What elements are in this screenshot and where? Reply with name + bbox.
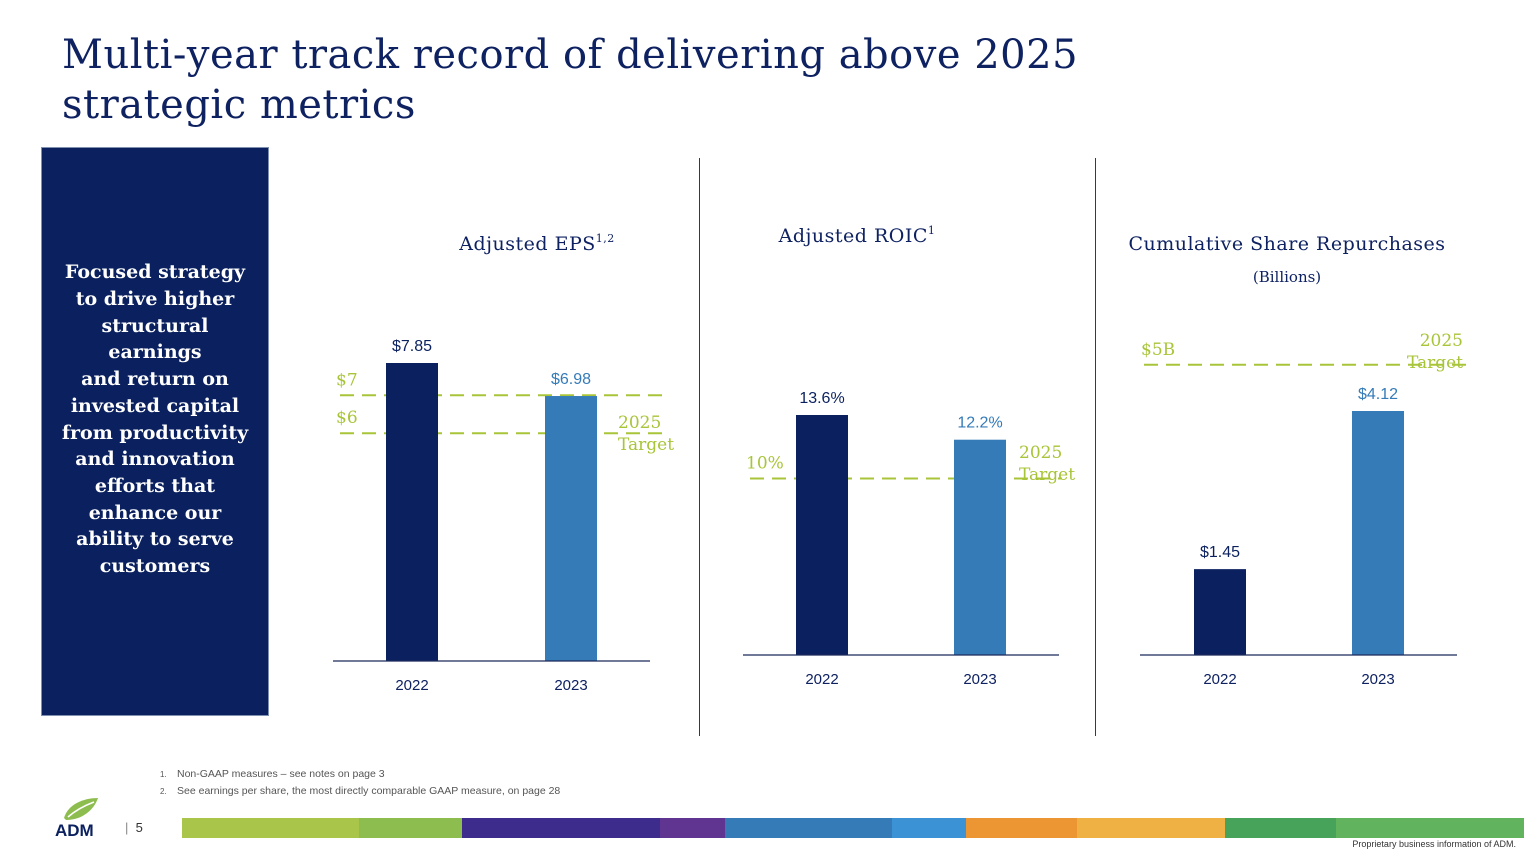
chart-divider bbox=[1095, 158, 1096, 736]
target-label: $6 bbox=[336, 408, 358, 428]
bar-value-label: 12.2% bbox=[957, 415, 1002, 432]
x-tick-label: 2023 bbox=[1361, 671, 1394, 688]
bar-value-label: $7.85 bbox=[392, 338, 432, 355]
target-note: 2025 bbox=[1019, 443, 1062, 463]
stripe-segment bbox=[182, 818, 360, 838]
page-number: | 5 bbox=[125, 820, 143, 835]
footnote-2: 2. See earnings per share, the most direc… bbox=[160, 783, 560, 800]
footnote-1: 1. Non-GAAP measures – see notes on page … bbox=[160, 766, 560, 783]
bar bbox=[386, 363, 438, 661]
target-note: 2025 bbox=[618, 413, 661, 433]
x-tick-label: 2022 bbox=[1203, 671, 1236, 688]
chart-title: Adjusted ROIC1 bbox=[778, 224, 936, 247]
target-note: Target bbox=[1019, 465, 1075, 485]
bar bbox=[796, 415, 848, 655]
x-tick-label: 2022 bbox=[395, 677, 428, 694]
footnote-number: 1. bbox=[160, 770, 167, 779]
bar-value-label: 13.6% bbox=[799, 390, 844, 407]
chart-subtitle: (Billions) bbox=[1253, 268, 1321, 286]
stripe-segment bbox=[359, 818, 462, 838]
target-label: 10% bbox=[746, 454, 784, 474]
target-note: Target bbox=[1407, 353, 1463, 373]
bar-value-label: $6.98 bbox=[551, 371, 591, 388]
page-number-value: 5 bbox=[135, 820, 143, 835]
page-title: Multi-year track record of delivering ab… bbox=[62, 32, 1079, 128]
strategy-text: Focused strategy to drive higher structu… bbox=[61, 261, 249, 578]
stripe-segment bbox=[1076, 818, 1226, 838]
footnote-text: See earnings per share, the most directl… bbox=[177, 785, 561, 797]
target-note: Target bbox=[618, 435, 674, 455]
bar-value-label: $4.12 bbox=[1358, 386, 1398, 403]
bar bbox=[545, 396, 597, 661]
footnote-text: Non-GAAP measures – see notes on page 3 bbox=[177, 768, 385, 780]
bar bbox=[1352, 411, 1404, 655]
footnotes: 1. Non-GAAP measures – see notes on page … bbox=[160, 766, 560, 800]
chart-divider bbox=[699, 158, 700, 736]
stripe-segment bbox=[659, 818, 725, 838]
brand-color-stripe bbox=[182, 818, 1524, 838]
strategy-panel: Focused strategy to drive higher structu… bbox=[41, 147, 269, 716]
target-label: $7 bbox=[336, 370, 358, 390]
bar bbox=[954, 439, 1006, 655]
adm-logo: ADM bbox=[55, 798, 98, 838]
stripe-segment bbox=[1225, 818, 1336, 838]
bar-value-label: $1.45 bbox=[1200, 544, 1240, 561]
x-tick-label: 2023 bbox=[554, 677, 587, 694]
stripe-segment bbox=[1335, 818, 1524, 838]
chart-title: Cumulative Share Repurchases bbox=[1128, 233, 1445, 255]
target-label: $5B bbox=[1141, 340, 1175, 360]
x-tick-label: 2022 bbox=[805, 671, 838, 688]
stripe-segment bbox=[966, 818, 1077, 838]
logo-text: ADM bbox=[55, 821, 94, 838]
bar bbox=[1194, 569, 1246, 655]
footnote-number: 2. bbox=[160, 787, 167, 796]
stripe-segment bbox=[724, 818, 893, 838]
target-note: 2025 bbox=[1420, 331, 1463, 351]
chart-title: Adjusted EPS1,2 bbox=[458, 232, 615, 255]
proprietary-notice: Proprietary business information of ADM. bbox=[1352, 839, 1516, 849]
stripe-segment bbox=[461, 818, 660, 838]
x-tick-label: 2023 bbox=[963, 671, 996, 688]
stripe-segment bbox=[892, 818, 967, 838]
